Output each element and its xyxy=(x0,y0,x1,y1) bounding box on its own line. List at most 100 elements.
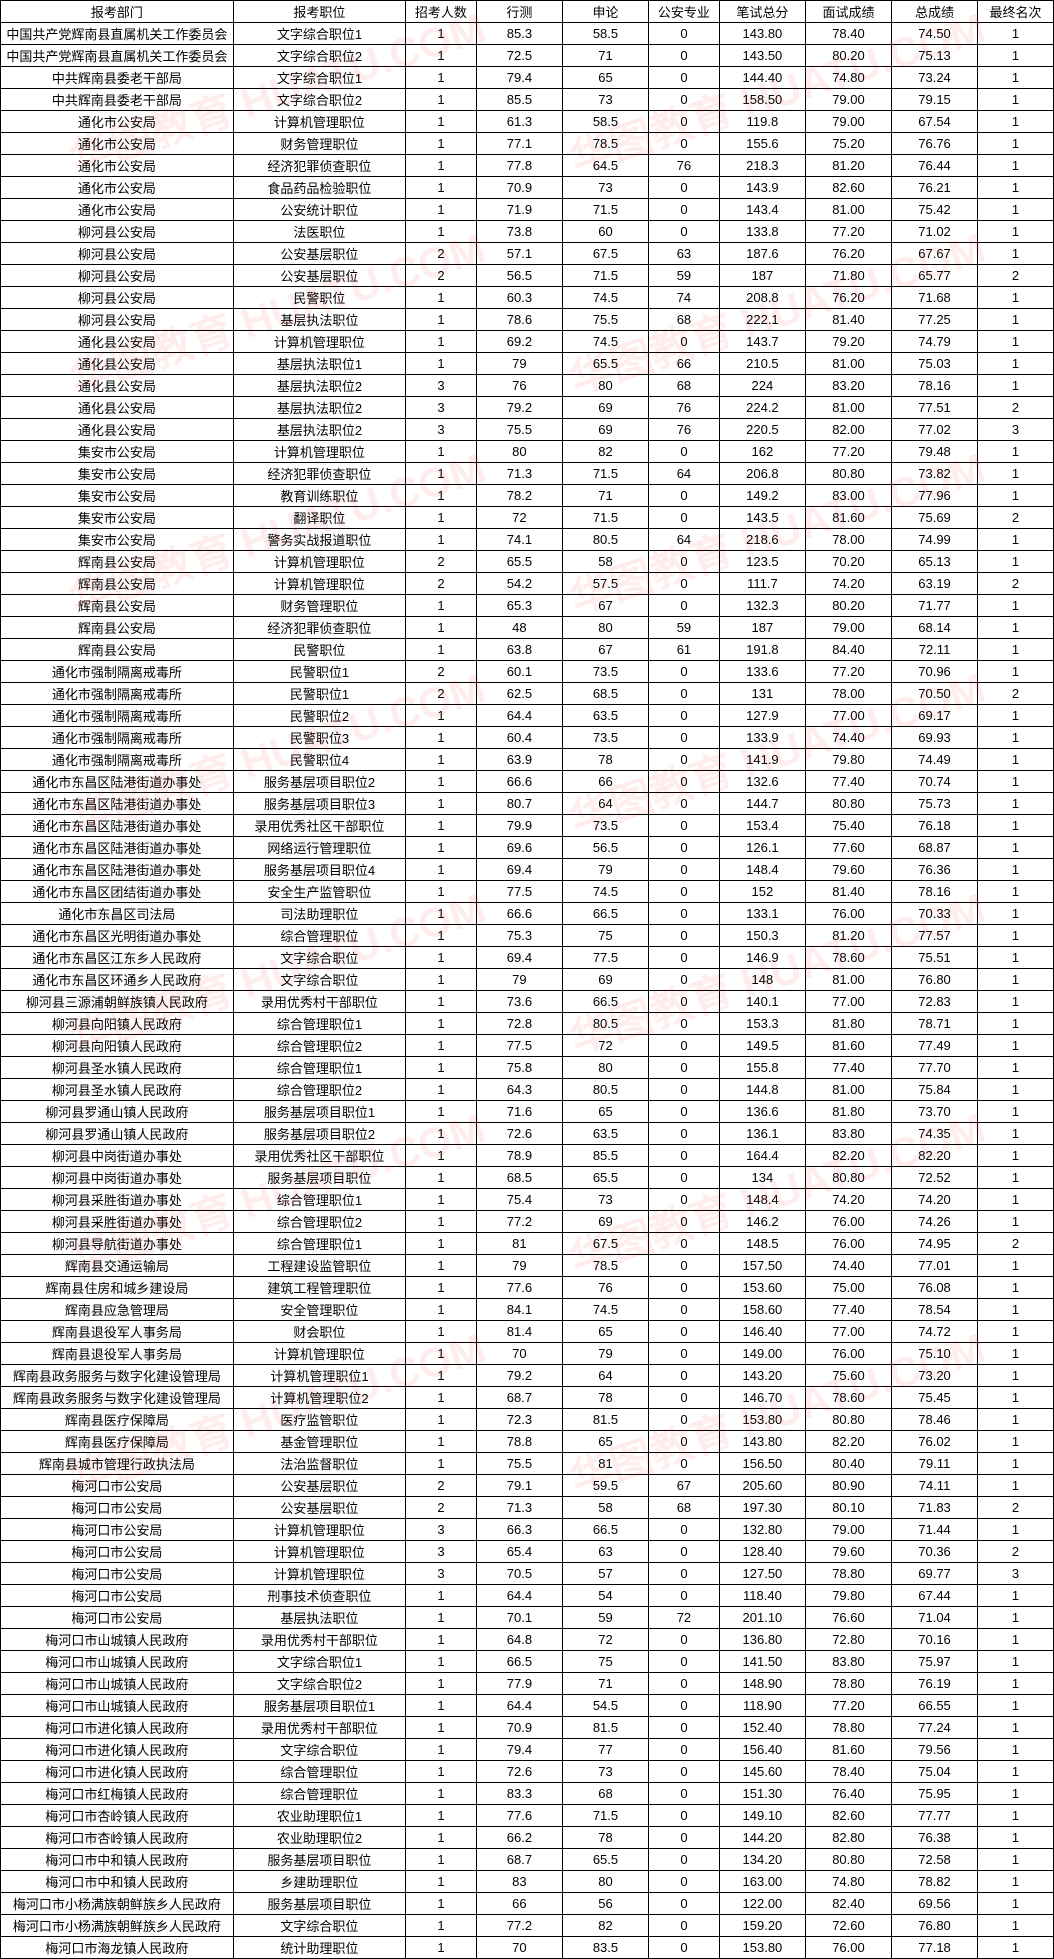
table-cell: 1 xyxy=(406,1387,477,1409)
table-cell: 1 xyxy=(978,595,1054,617)
table-cell: 133.1 xyxy=(719,903,805,925)
table-row: 柳河县圣水镇人民政府综合管理职位1175.8800155.877.4077.70… xyxy=(1,1057,1054,1079)
table-cell: 辉南县退役军人事务局 xyxy=(1,1343,234,1365)
table-cell: 1 xyxy=(978,353,1054,375)
table-cell: 81.20 xyxy=(805,155,891,177)
table-cell: 3 xyxy=(406,419,477,441)
table-cell: 辉南县公安局 xyxy=(1,551,234,573)
table-cell: 服务基层项目职位 xyxy=(233,1167,405,1189)
table-cell: 1 xyxy=(406,837,477,859)
table-cell: 71.3 xyxy=(476,463,562,485)
table-cell: 文字综合职位1 xyxy=(233,1651,405,1673)
table-cell: 71.5 xyxy=(562,507,648,529)
table-cell: 1 xyxy=(978,133,1054,155)
table-cell: 财会职位 xyxy=(233,1321,405,1343)
table-cell: 通化市公安局 xyxy=(1,155,234,177)
table-cell: 75.40 xyxy=(805,815,891,837)
table-cell: 149.00 xyxy=(719,1343,805,1365)
table-cell: 67.5 xyxy=(562,1233,648,1255)
table-cell: 79.60 xyxy=(805,859,891,881)
table-cell: 77.8 xyxy=(476,155,562,177)
table-cell: 工程建设监管职位 xyxy=(233,1255,405,1277)
table-row: 柳河县圣水镇人民政府综合管理职位2164.380.50144.881.0075.… xyxy=(1,1079,1054,1101)
table-cell: 服务基层项目职位1 xyxy=(233,1101,405,1123)
table-cell: 70 xyxy=(476,1937,562,1959)
table-cell: 59 xyxy=(562,1607,648,1629)
table-cell: 79.60 xyxy=(805,1541,891,1563)
table-cell: 辉南县住房和城乡建设局 xyxy=(1,1277,234,1299)
table-cell: 58 xyxy=(562,1497,648,1519)
table-cell: 79.00 xyxy=(805,1519,891,1541)
table-cell: 64.5 xyxy=(562,155,648,177)
table-cell: 78.5 xyxy=(562,1255,648,1277)
table-cell: 80.80 xyxy=(805,1409,891,1431)
table-cell: 柳河县公安局 xyxy=(1,287,234,309)
table-cell: 77.00 xyxy=(805,1321,891,1343)
table-cell: 通化县公安局 xyxy=(1,353,234,375)
table-cell: 1 xyxy=(978,1079,1054,1101)
table-cell: 2 xyxy=(978,1233,1054,1255)
table-cell: 柳河县公安局 xyxy=(1,243,234,265)
table-cell: 通化市公安局 xyxy=(1,177,234,199)
table-cell: 66.6 xyxy=(476,771,562,793)
table-cell: 服务基层项目职位3 xyxy=(233,793,405,815)
table-cell: 73.6 xyxy=(476,991,562,1013)
table-cell: 74.99 xyxy=(892,529,978,551)
table-cell: 0 xyxy=(649,1387,720,1409)
table-cell: 133.9 xyxy=(719,727,805,749)
table-cell: 文字综合职位 xyxy=(233,969,405,991)
table-cell: 56.5 xyxy=(562,837,648,859)
table-cell: 78.80 xyxy=(805,1717,891,1739)
table-cell: 64 xyxy=(562,1365,648,1387)
table-cell: 77.40 xyxy=(805,1299,891,1321)
table-cell: 76.19 xyxy=(892,1673,978,1695)
table-row: 通化市强制隔离戒毒所民警职位1262.568.5013178.0070.502 xyxy=(1,683,1054,705)
table-row: 通化县公安局基层执法职位2375.56976220.582.0077.023 xyxy=(1,419,1054,441)
table-cell: 基金管理职位 xyxy=(233,1431,405,1453)
table-cell: 82.00 xyxy=(805,419,891,441)
table-cell: 79.4 xyxy=(476,1739,562,1761)
table-cell: 1 xyxy=(978,1827,1054,1849)
table-cell: 80.10 xyxy=(805,1497,891,1519)
table-cell: 72.11 xyxy=(892,639,978,661)
table-cell: 67 xyxy=(562,595,648,617)
table-cell: 刑事技术侦查职位 xyxy=(233,1585,405,1607)
table-cell: 71.9 xyxy=(476,199,562,221)
table-row: 辉南县公安局财务管理职位165.3670132.380.2071.771 xyxy=(1,595,1054,617)
table-cell: 梅河口市小杨满族朝鲜族乡人民政府 xyxy=(1,1915,234,1937)
table-cell: 76 xyxy=(562,1277,648,1299)
table-cell: 中国共产党辉南县直属机关工作委员会 xyxy=(1,45,234,67)
table-cell: 通化市强制隔离戒毒所 xyxy=(1,661,234,683)
table-cell: 72 xyxy=(562,1035,648,1057)
table-cell: 辉南县医疗保障局 xyxy=(1,1409,234,1431)
table-cell: 3 xyxy=(406,1541,477,1563)
table-cell: 1 xyxy=(978,441,1054,463)
table-cell: 0 xyxy=(649,903,720,925)
table-cell: 1 xyxy=(978,1871,1054,1893)
table-cell: 1 xyxy=(978,1915,1054,1937)
table-cell: 75.42 xyxy=(892,199,978,221)
table-row: 梅河口市公安局计算机管理职位365.4630128.4079.6070.362 xyxy=(1,1541,1054,1563)
table-cell: 梅河口市山城镇人民政府 xyxy=(1,1695,234,1717)
table-cell: 81.4 xyxy=(476,1321,562,1343)
table-row: 辉南县政务服务与数字化建设管理局计算机管理职位1179.2640143.2075… xyxy=(1,1365,1054,1387)
table-cell: 58.5 xyxy=(562,23,648,45)
table-cell: 80.80 xyxy=(805,463,891,485)
table-cell: 1 xyxy=(406,507,477,529)
table-cell: 68.14 xyxy=(892,617,978,639)
table-cell: 3 xyxy=(406,375,477,397)
table-cell: 计算机管理职位 xyxy=(233,111,405,133)
table-cell: 69.56 xyxy=(892,1893,978,1915)
table-cell: 0 xyxy=(649,1827,720,1849)
table-cell: 柳河县圣水镇人民政府 xyxy=(1,1079,234,1101)
table-cell: 75 xyxy=(562,925,648,947)
table-cell: 66.5 xyxy=(562,903,648,925)
table-cell: 文字综合职位2 xyxy=(233,89,405,111)
table-cell: 辉南县公安局 xyxy=(1,617,234,639)
table-cell: 文字综合职位 xyxy=(233,947,405,969)
table-cell: 152 xyxy=(719,881,805,903)
table-row: 柳河县三源浦朝鲜族镇人民政府录用优秀村干部职位173.666.50140.177… xyxy=(1,991,1054,1013)
table-cell: 80.5 xyxy=(562,1013,648,1035)
table-cell: 1 xyxy=(978,1585,1054,1607)
table-cell: 58 xyxy=(562,551,648,573)
